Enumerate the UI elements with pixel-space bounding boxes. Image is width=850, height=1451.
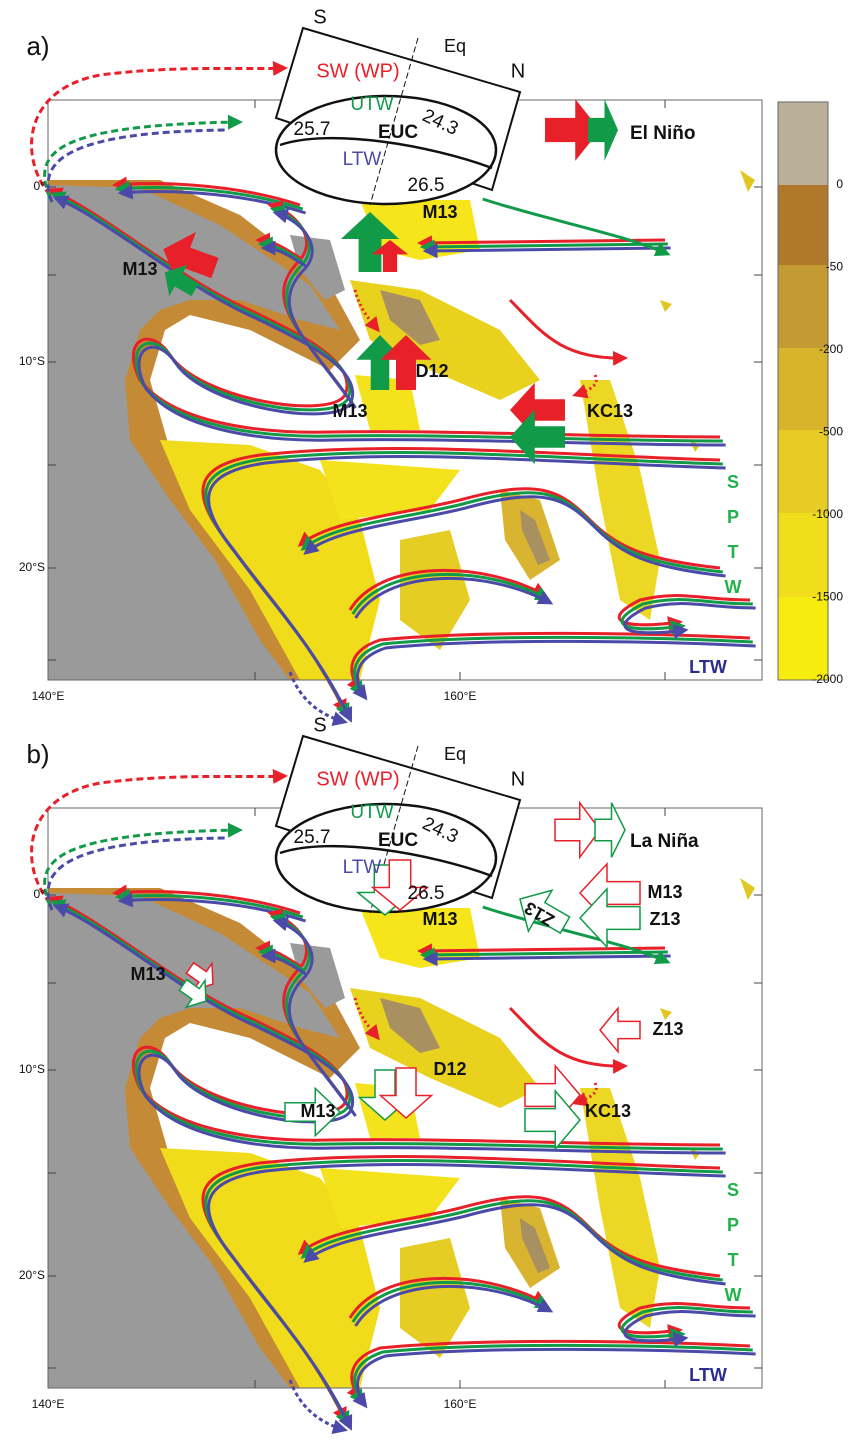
legend-arrow bbox=[588, 99, 618, 161]
transport-arrow bbox=[524, 1088, 581, 1152]
station-label: Z13 bbox=[649, 909, 680, 929]
water-mass: W bbox=[725, 1285, 742, 1305]
water-mass: UTW bbox=[350, 94, 393, 115]
water-mass: SW (WP) bbox=[316, 768, 399, 790]
colorbar-tick-label: 0 bbox=[836, 177, 843, 191]
transport-arrow bbox=[599, 1006, 641, 1054]
transport-arrow bbox=[578, 886, 641, 950]
station-label: M13 bbox=[422, 202, 457, 222]
water-mass: S bbox=[727, 1180, 739, 1200]
water-mass: LTW bbox=[689, 1365, 727, 1385]
station-label: D12 bbox=[415, 361, 448, 381]
colorbar-tick-label: -200 bbox=[819, 342, 843, 356]
legend-arrow bbox=[594, 802, 626, 858]
water-mass: LTW bbox=[343, 149, 382, 170]
station-label: M13 bbox=[647, 882, 682, 902]
transport-arrow bbox=[371, 240, 409, 272]
water-mass: EUC bbox=[378, 830, 418, 851]
section-label: S bbox=[313, 6, 326, 28]
water-mass: UTW bbox=[350, 802, 393, 823]
colorbar bbox=[777, 101, 829, 681]
water-mass: P bbox=[727, 1215, 739, 1235]
station-label: D12 bbox=[433, 1059, 466, 1079]
transport-arrow bbox=[378, 1067, 434, 1120]
isopycnal: 25.7 bbox=[294, 827, 331, 848]
colorbar-tick-label: -50 bbox=[826, 260, 844, 274]
transport-arrow bbox=[284, 1086, 342, 1138]
transport-arrow bbox=[370, 859, 430, 911]
lat-label: 10°S bbox=[19, 1062, 45, 1076]
isopycnal: 25.7 bbox=[294, 119, 331, 140]
isopycnal: 26.5 bbox=[408, 175, 445, 196]
lat-label: 10°S bbox=[19, 354, 45, 368]
station-label: M13 bbox=[300, 1101, 335, 1121]
water-mass: T bbox=[728, 1250, 739, 1270]
water-mass: LTW bbox=[689, 657, 727, 677]
lat-label: 20°S bbox=[19, 1268, 45, 1282]
water-mass: LTW bbox=[343, 857, 382, 878]
section-label: S bbox=[313, 714, 326, 736]
legend-arrow bbox=[554, 800, 601, 860]
lat-label: 20°S bbox=[19, 560, 45, 574]
section-label: N bbox=[511, 768, 525, 790]
transport-arrow bbox=[164, 264, 199, 297]
water-mass: W bbox=[725, 577, 742, 597]
colorbar-tick-label: -500 bbox=[819, 425, 843, 439]
colorbar-tick-label: -1500 bbox=[812, 590, 843, 604]
section-label: Eq bbox=[444, 744, 466, 764]
transport-arrow bbox=[519, 889, 571, 935]
water-mass: P bbox=[727, 507, 739, 527]
water-mass: S bbox=[727, 472, 739, 492]
station-label: M13 bbox=[332, 401, 367, 421]
colorbar-tick-label: -2000 bbox=[812, 672, 843, 686]
panel-label: b) bbox=[26, 739, 49, 769]
station-label: Z13 bbox=[652, 1019, 683, 1039]
section-label: N bbox=[511, 60, 525, 82]
isopycnal: 26.5 bbox=[408, 883, 445, 904]
lon-label: 160°E bbox=[444, 1397, 477, 1411]
water-mass: EUC bbox=[378, 122, 418, 143]
transport-arrow bbox=[178, 978, 207, 1009]
lat-label: 0° bbox=[34, 179, 46, 193]
water-mass: SW (WP) bbox=[316, 60, 399, 82]
station-label: M13 bbox=[130, 964, 165, 984]
legend-label: La Niña bbox=[630, 831, 699, 852]
transport-arrow bbox=[510, 409, 565, 465]
transport-arrow bbox=[380, 335, 432, 390]
lon-label: 140°E bbox=[32, 1397, 65, 1411]
water-mass: T bbox=[728, 542, 739, 562]
station-label: KC13 bbox=[587, 401, 633, 421]
legend-arrow bbox=[545, 99, 600, 161]
panel-label: a) bbox=[26, 31, 49, 61]
section-label: Eq bbox=[444, 36, 466, 56]
station-label: M13 bbox=[122, 259, 157, 279]
transport-arrow bbox=[356, 335, 404, 390]
lon-label: 140°E bbox=[32, 689, 65, 703]
transport-arrow bbox=[340, 212, 400, 272]
station-label: M13 bbox=[422, 909, 457, 929]
colorbar-tick-label: -1000 bbox=[812, 507, 843, 521]
station-label: KC13 bbox=[585, 1101, 631, 1121]
lon-label: 160°E bbox=[444, 689, 477, 703]
lat-label: 0° bbox=[34, 887, 46, 901]
legend-label: El Niño bbox=[630, 123, 695, 144]
